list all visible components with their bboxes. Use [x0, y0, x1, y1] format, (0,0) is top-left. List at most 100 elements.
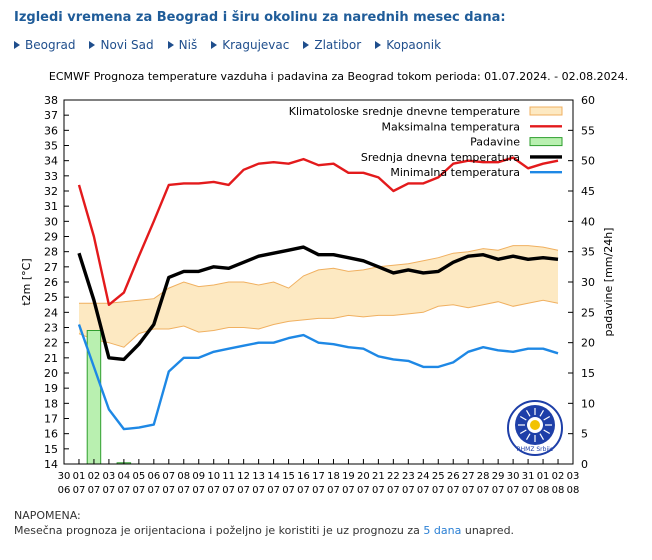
- x-tick-label-day: 08: [177, 471, 190, 482]
- x-tick-label-day: 11: [222, 471, 235, 482]
- x-tick-label-day: 29: [492, 471, 505, 482]
- x-tick-label-month: 07: [327, 485, 340, 496]
- x-tick-label-day: 01: [73, 471, 86, 482]
- x-tick-label-day: 14: [267, 471, 280, 482]
- x-tick-label-day: 28: [477, 471, 490, 482]
- y-tick-label: 34: [44, 155, 58, 168]
- y-tick-label: 25: [44, 291, 58, 304]
- y-tick-label: 16: [44, 428, 58, 441]
- note: NAPOMENA: Mesečna prognoza je orijentaci…: [14, 508, 514, 538]
- x-tick-label-month: 07: [162, 485, 175, 496]
- city-link-zlatibor[interactable]: Zlatibor: [303, 38, 361, 52]
- rhmz-logo-text: RHMZ Srbije: [517, 446, 554, 453]
- y-tick-label: 32: [44, 185, 58, 198]
- y-axis-label: t2m [°C]: [20, 258, 33, 305]
- rhmz-logo-sun-core: [530, 420, 540, 430]
- city-link-kragujevac[interactable]: Kragujevac: [211, 38, 289, 52]
- arrow-right-icon: [303, 41, 310, 49]
- x-tick-label-month: 07: [73, 485, 86, 496]
- rhmz-logo-ray: [519, 429, 527, 435]
- y2-tick-label: 20: [581, 337, 595, 350]
- x-tick-label-month: 07: [177, 485, 190, 496]
- x-tick-label-month: 07: [477, 485, 490, 496]
- y-tick-label: 22: [44, 337, 58, 350]
- y-tick-label: 21: [44, 352, 58, 365]
- x-tick-label-month: 07: [507, 485, 520, 496]
- rhmz-logo-ray: [525, 433, 531, 441]
- x-tick-label-month: 08: [552, 485, 565, 496]
- city-link-label: Zlatibor: [314, 38, 362, 52]
- arrow-right-icon: [89, 41, 96, 49]
- y2-tick-label: 55: [581, 124, 595, 137]
- x-tick-label-day: 30: [58, 471, 71, 482]
- x-tick-label-month: 07: [103, 485, 116, 496]
- y-tick-label: 15: [44, 443, 58, 456]
- x-tick-label-month: 08: [567, 485, 580, 496]
- city-nav: Beograd Novi Sad Niš Kragujevac Zlatibor…: [14, 38, 441, 52]
- y2-tick-label: 35: [581, 246, 595, 259]
- y2-tick-label: 0: [581, 458, 588, 471]
- y-tick-label: 20: [44, 367, 58, 380]
- x-tick-label-day: 01: [537, 471, 550, 482]
- x-tick-label-month: 07: [207, 485, 220, 496]
- x-tick-label-day: 07: [162, 471, 175, 482]
- x-tick-label-day: 10: [207, 471, 220, 482]
- y-tick-label: 33: [44, 170, 58, 183]
- x-tick-label-day: 22: [387, 471, 400, 482]
- x-tick-label-day: 27: [462, 471, 475, 482]
- x-tick-label-month: 07: [372, 485, 385, 496]
- note-heading: NAPOMENA:: [14, 509, 81, 522]
- city-link-label: Beograd: [25, 38, 76, 52]
- rhmz-logo-ray: [543, 415, 551, 421]
- arrow-right-icon: [211, 41, 218, 49]
- y2-axis-label: padavine [mm/24h]: [602, 228, 615, 337]
- city-link-nis[interactable]: Niš: [167, 38, 198, 52]
- y-tick-label: 38: [44, 94, 58, 107]
- x-tick-label-month: 07: [342, 485, 355, 496]
- x-tick-label-day: 31: [522, 471, 535, 482]
- x-tick-label-month: 07: [522, 485, 535, 496]
- city-link-label: Kragujevac: [222, 38, 290, 52]
- legend-swatch: [529, 137, 563, 147]
- x-tick-label-month: 07: [432, 485, 445, 496]
- y-tick-label: 17: [44, 413, 58, 426]
- y-tick-label: 29: [44, 231, 58, 244]
- x-tick-label-month: 07: [312, 485, 325, 496]
- x-tick-label-day: 03: [103, 471, 116, 482]
- climatology-lower-edge: [78, 299, 559, 348]
- x-tick-label-day: 09: [192, 471, 205, 482]
- rhmz-logo-ray: [543, 429, 551, 435]
- city-link-novi-sad[interactable]: Novi Sad: [89, 38, 154, 52]
- x-tick-label-month: 07: [267, 485, 280, 496]
- y-tick-label: 30: [44, 215, 58, 228]
- y-tick-label: 23: [44, 322, 58, 335]
- five-day-link[interactable]: 5 dana: [423, 524, 462, 537]
- chart-title: ECMWF Prognoza temperature vazduha i pad…: [49, 70, 628, 83]
- y-tick-label: 27: [44, 261, 58, 274]
- city-link-kopaonik[interactable]: Kopaonik: [375, 38, 441, 52]
- y-tick-label: 37: [44, 109, 58, 122]
- x-tick-label-day: 05: [132, 471, 145, 482]
- mean-temp-line: [77, 245, 559, 362]
- rhmz-logo-ray: [519, 415, 527, 421]
- x-tick-label-day: 20: [357, 471, 370, 482]
- arrow-right-icon: [167, 41, 174, 49]
- y2-tick-label: 5: [581, 428, 588, 441]
- city-link-beograd[interactable]: Beograd: [14, 38, 75, 52]
- max-temp-line: [77, 156, 559, 306]
- y2-tick-label: 25: [581, 306, 595, 319]
- x-tick-label-day: 04: [118, 471, 131, 482]
- note-text-before: Mesečna prognoza je orijentaciona i pože…: [14, 524, 420, 537]
- y2-tick-label: 40: [581, 215, 595, 228]
- forecast-chart: ECMWF Prognoza temperature vazduha i pad…: [20, 70, 628, 496]
- y-tick-label: 19: [44, 382, 58, 395]
- page-title: Izgledi vremena za Beograd i širu okolin…: [14, 10, 506, 25]
- x-tick-label-month: 07: [118, 485, 131, 496]
- x-tick-label-day: 25: [432, 471, 445, 482]
- x-tick-label-month: 07: [147, 485, 160, 496]
- city-link-label: Niš: [178, 38, 198, 52]
- arrow-right-icon: [14, 41, 20, 49]
- y-tick-label: 18: [44, 397, 58, 410]
- y2-tick-label: 60: [581, 94, 595, 107]
- x-tick-label-day: 02: [552, 471, 565, 482]
